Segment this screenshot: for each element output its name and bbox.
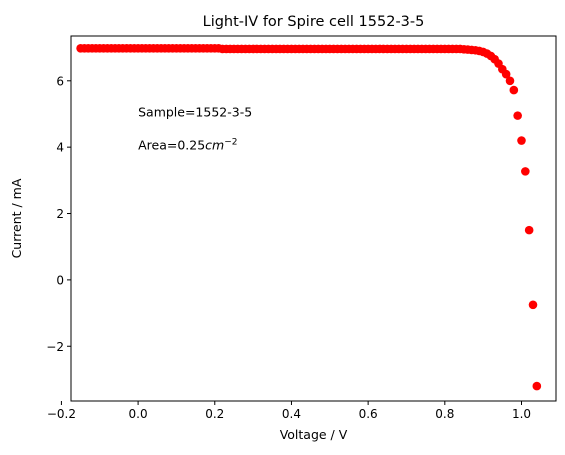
annotation-unit: cm [205,138,224,153]
data-point [513,111,522,120]
x-axis: −0.2 0.0 0.2 0.4 0.6 0.8 1.0 [47,401,531,421]
data-point [509,85,519,95]
x-axis-label: Voltage / V [280,427,348,442]
y-axis-label: Current / mA [9,178,24,258]
data-point [521,167,530,176]
annotations: Sample=1552-3-5 Area=0.25cm−2 [138,104,252,152]
data-point [524,225,534,235]
x-tick-label: 0.4 [282,407,301,421]
data-point [505,76,515,86]
y-tick-label: 6 [56,74,64,88]
x-tick-label: −0.2 [47,407,76,421]
x-tick-label: 0.8 [435,407,454,421]
annotation: Sample=1552-3-5 [138,104,252,119]
annotation-text: Area=0.25 [138,138,205,153]
data-point [517,136,526,145]
annotation: Area=0.25cm−2 [138,138,237,153]
y-tick-label: 2 [56,207,64,221]
y-axis: −2 0 2 4 6 [46,74,71,354]
annotation-exponent: −2 [224,138,237,148]
x-tick-label: 0.6 [359,407,378,421]
y-tick-label: −2 [46,340,64,354]
chart-title: Light-IV for Spire cell 1552-3-5 [203,14,425,30]
x-tick-label: 1.0 [512,407,531,421]
y-tick-label: 4 [56,141,64,155]
data-point [528,300,538,310]
data-point [532,381,542,391]
y-tick-label: 0 [56,273,64,287]
x-tick-label: 0.2 [205,407,224,421]
plot-frame [70,35,557,402]
annotation-text: Sample=1552-3-5 [138,104,252,119]
data-points [76,43,542,391]
x-tick-label: 0.0 [129,407,148,421]
data-point [501,69,511,79]
